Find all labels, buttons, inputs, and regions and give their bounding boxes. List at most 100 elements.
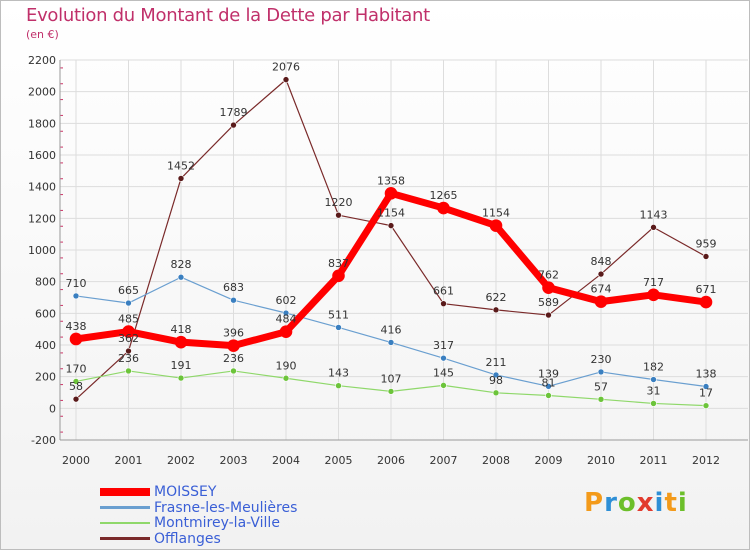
legend-item: Offlanges xyxy=(100,531,360,547)
data-point xyxy=(279,325,293,339)
legend-swatch xyxy=(100,506,150,509)
data-point xyxy=(440,382,447,389)
data-label: 622 xyxy=(486,291,507,304)
logo-letter: i xyxy=(654,488,665,518)
data-point xyxy=(122,325,135,338)
legend-label: MOISSEY xyxy=(154,484,217,500)
legend-label: Offlanges xyxy=(154,530,221,547)
y-tick-label: -200 xyxy=(31,434,56,447)
y-tick-label: 1000 xyxy=(28,244,56,257)
data-label: 674 xyxy=(591,283,612,296)
data-label: 484 xyxy=(276,313,297,326)
legend-item: Frasne-les-Meulières xyxy=(100,500,360,516)
data-point xyxy=(332,269,345,283)
data-point xyxy=(384,187,398,200)
data-point xyxy=(335,382,342,389)
logo-letter: P xyxy=(584,488,605,518)
x-tick-label: 2012 xyxy=(692,454,720,467)
data-point xyxy=(174,335,188,349)
data-label: 683 xyxy=(223,281,244,294)
data-label: 57 xyxy=(594,380,608,393)
data-label: 837 xyxy=(328,257,349,270)
data-point xyxy=(69,332,83,346)
x-tick-label: 2005 xyxy=(325,454,353,467)
y-tick-label: 2000 xyxy=(28,86,56,99)
data-point xyxy=(545,392,552,399)
data-point xyxy=(230,121,237,129)
data-label: 602 xyxy=(276,294,297,307)
data-label: 230 xyxy=(591,353,612,366)
data-label: 485 xyxy=(118,313,139,326)
data-point xyxy=(230,367,237,375)
data-label: 1452 xyxy=(167,159,195,172)
data-point xyxy=(492,306,500,314)
data-label: 1358 xyxy=(377,174,405,187)
data-point xyxy=(227,339,240,352)
x-tick-label: 2008 xyxy=(482,454,510,467)
legend-label: Montmirey-la-Ville xyxy=(154,515,280,531)
data-label: 2076 xyxy=(272,61,300,74)
data-point xyxy=(702,253,710,260)
data-label: 661 xyxy=(433,285,454,298)
y-tick-label: 2200 xyxy=(28,54,56,67)
data-label: 182 xyxy=(643,361,664,374)
data-point xyxy=(125,347,132,355)
logo-letter: x xyxy=(636,488,655,518)
data-label: 362 xyxy=(118,332,139,345)
data-label: 211 xyxy=(486,356,507,369)
data-label: 145 xyxy=(433,366,454,379)
data-point xyxy=(489,219,503,232)
data-label: 143 xyxy=(328,367,349,380)
data-label: 511 xyxy=(328,308,349,321)
data-point xyxy=(282,374,290,382)
data-label: 98 xyxy=(489,374,503,387)
data-label: 58 xyxy=(69,380,83,393)
x-tick-label: 2004 xyxy=(272,454,300,467)
data-point xyxy=(72,378,80,385)
data-point xyxy=(492,371,500,379)
x-tick-label: 2010 xyxy=(587,454,615,467)
data-label: 236 xyxy=(223,352,244,365)
data-label: 1789 xyxy=(220,106,248,119)
data-point xyxy=(647,288,660,302)
x-tick-label: 2000 xyxy=(62,454,90,467)
data-label: 671 xyxy=(696,283,717,296)
logo-letter: t xyxy=(664,488,678,518)
y-tick-label: 800 xyxy=(35,276,56,289)
proxiti-logo: Proxiti xyxy=(584,488,688,518)
data-label: 17 xyxy=(699,387,713,400)
data-label: 1265 xyxy=(430,189,458,202)
data-label: 717 xyxy=(643,276,664,289)
data-label: 589 xyxy=(538,296,559,309)
data-point xyxy=(125,367,132,375)
data-label: 710 xyxy=(66,277,87,290)
x-tick-label: 2001 xyxy=(115,454,143,467)
legend-swatch xyxy=(100,488,150,496)
x-tick-label: 2002 xyxy=(167,454,195,467)
data-label: 81 xyxy=(542,377,556,390)
y-tick-label: 0 xyxy=(49,402,56,415)
logo-letter: i xyxy=(677,488,688,518)
data-point xyxy=(72,292,80,300)
data-point xyxy=(437,201,450,215)
data-point xyxy=(335,324,342,331)
data-label: 317 xyxy=(433,339,454,352)
y-tick-label: 1600 xyxy=(28,149,56,162)
x-tick-label: 2003 xyxy=(220,454,248,467)
chart-subtitle: (en €) xyxy=(26,28,59,41)
data-point xyxy=(650,400,657,407)
data-point xyxy=(492,389,500,397)
data-point xyxy=(594,295,608,308)
data-label: 665 xyxy=(118,284,139,297)
y-tick-label: 1400 xyxy=(28,181,56,194)
data-point xyxy=(177,374,185,382)
y-tick-label: 200 xyxy=(35,371,56,384)
data-point xyxy=(440,354,447,362)
y-tick-label: 400 xyxy=(35,339,56,352)
logo-letter: o xyxy=(617,488,637,518)
y-tick-label: 1200 xyxy=(28,212,56,225)
data-label: 1143 xyxy=(640,208,668,221)
data-point xyxy=(387,222,395,229)
data-label: 418 xyxy=(171,323,192,336)
